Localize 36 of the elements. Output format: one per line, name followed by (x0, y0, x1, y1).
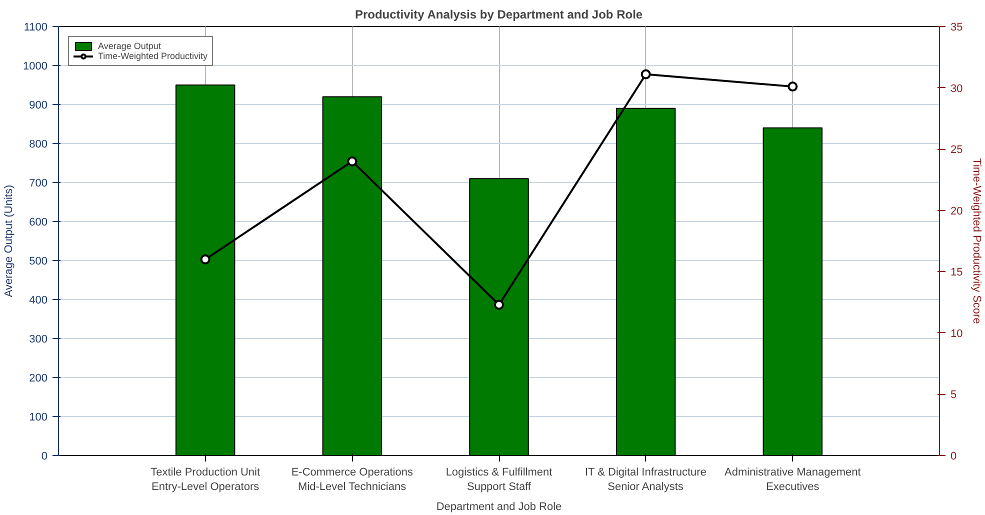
y-tick-label: 1100 (24, 22, 48, 34)
y2-tick-label: 0 (950, 450, 957, 462)
x-tick-label: E-Commerce Operations Mid-Level Technicians (291, 466, 414, 493)
y-axis-title: Average Output (Units) (3, 184, 16, 298)
y-tick-label: 900 (29, 100, 48, 112)
y-tick-label: 300 (29, 334, 48, 346)
y-tick-label: 100 (29, 412, 48, 424)
y2-tick-label: 30 (950, 82, 963, 95)
point (494, 300, 504, 310)
y2-tick-label: 20 (950, 205, 963, 218)
legend-label: Average Output (98, 41, 161, 51)
x-axis-title: Department and Job Role (436, 500, 562, 513)
y-tick-label: 1000 (23, 60, 48, 72)
y-tick-label: 800 (29, 138, 48, 150)
y-tick-label: 500 (29, 256, 48, 268)
y2-tick-label: 35 (950, 22, 963, 34)
y-tick-label: 0 (41, 450, 48, 462)
point (200, 254, 210, 264)
y-tick-label: 600 (29, 216, 48, 228)
x-tick-label: Logistics & Fulfillment Support Staff (446, 466, 552, 493)
x-tick-label: IT & Digital Infrastructure Senior Analysts (585, 466, 706, 493)
y2-tick-label: 10 (950, 328, 963, 340)
x-tick-label: Textile Production Unit Entry-Level Operators (150, 466, 260, 493)
point (640, 69, 651, 80)
point (788, 82, 798, 92)
y2-tick-label: 15 (950, 266, 963, 279)
y-tick-label: 400 (29, 294, 48, 306)
y2-tick-label: 25 (950, 144, 963, 156)
y2-tick-label: 5 (950, 389, 957, 402)
y-tick-label: 200 (29, 372, 48, 384)
chart-title: Productivity Analysis by Department and Job Role (354, 8, 643, 22)
point (347, 156, 358, 166)
y2-axis-title: Time-Weighted Productivity Score (970, 158, 983, 324)
legend-label: Time-Weighted Productivity (98, 51, 208, 61)
x-tick-label: Administrative Management Executives (724, 466, 861, 493)
y-tick-label: 700 (29, 178, 48, 190)
